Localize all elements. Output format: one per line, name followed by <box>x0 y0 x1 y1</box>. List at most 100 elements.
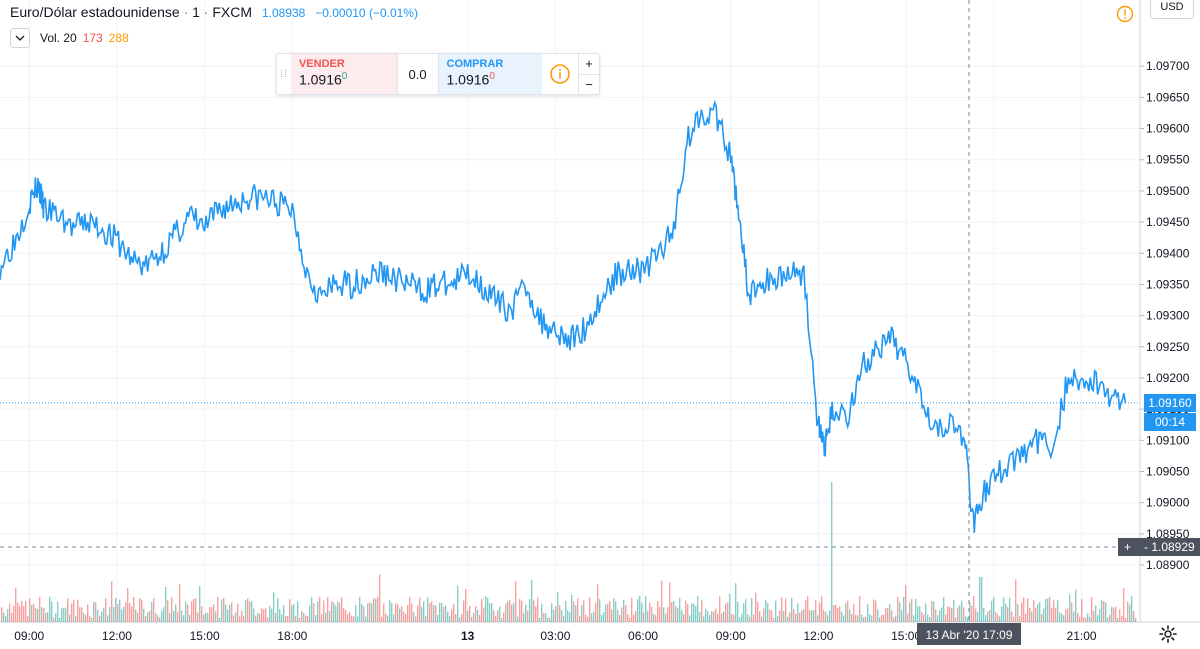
settings-gear-icon[interactable] <box>1158 624 1178 644</box>
volume-bar <box>519 598 521 622</box>
volume-bar <box>557 592 559 622</box>
volume-label[interactable]: Vol. 20 <box>40 31 77 45</box>
volume-bar <box>855 614 857 622</box>
volume-bar <box>259 613 261 622</box>
volume-bar <box>1047 598 1049 622</box>
volume-bar <box>373 598 375 622</box>
volume-bar <box>925 603 927 622</box>
increase-button[interactable]: + <box>579 54 599 75</box>
x-tick-label: 18:00 <box>277 629 307 643</box>
volume-bar <box>91 617 93 622</box>
volume-bar <box>41 607 43 622</box>
volume-bar <box>1055 607 1057 622</box>
volume-bar <box>911 598 913 622</box>
volume-bar <box>307 615 309 622</box>
chevron-down-icon[interactable] <box>10 28 30 48</box>
volume-bar <box>1087 613 1089 622</box>
volume-bar <box>213 604 215 622</box>
volume-bar <box>537 597 539 622</box>
alert-icon[interactable] <box>1116 5 1134 23</box>
volume-bar <box>579 616 581 622</box>
volume-bar <box>1007 606 1009 622</box>
volume-bar <box>739 617 741 622</box>
volume-bar <box>103 608 105 622</box>
volume-bar <box>115 597 117 622</box>
volume-bar <box>127 587 129 622</box>
volume-bar <box>361 604 363 622</box>
volume-bar <box>263 609 265 622</box>
info-icon[interactable] <box>542 54 578 94</box>
volume-bar <box>499 606 501 622</box>
interval-label[interactable]: 1 <box>192 4 200 20</box>
volume-bar <box>211 607 213 622</box>
volume-bar <box>675 605 677 622</box>
volume-bar <box>569 612 571 622</box>
decrease-button[interactable]: − <box>585 76 593 92</box>
volume-bar <box>17 602 19 622</box>
volume-bar <box>1041 613 1043 622</box>
volume-bar <box>29 598 31 622</box>
volume-bar <box>497 610 499 622</box>
volume-bar <box>323 600 325 622</box>
volume-bar <box>575 605 577 622</box>
volume-bar <box>113 607 115 622</box>
volume-bar <box>157 615 159 622</box>
drag-handle-icon[interactable]: ⁞⁞ <box>280 68 288 80</box>
volume-bar <box>987 611 989 622</box>
volume-bar <box>203 614 205 622</box>
volume-bar <box>327 597 329 622</box>
volume-bar <box>339 602 341 622</box>
volume-bar <box>993 597 995 622</box>
volume-bar <box>725 603 727 622</box>
symbol-name[interactable]: Euro/Dólar estadounidense <box>10 4 180 20</box>
volume-bar <box>703 616 705 622</box>
volume-bar <box>773 617 775 622</box>
sell-button[interactable]: VENDER 1.09160 <box>290 54 397 94</box>
volume-bar <box>811 610 813 622</box>
buy-button[interactable]: COMPRAR 1.09160 <box>438 54 543 94</box>
volume-bar <box>1013 616 1015 622</box>
volume-bar <box>669 582 671 622</box>
volume-bar <box>559 605 561 622</box>
volume-bar <box>357 616 359 622</box>
volume-bar <box>657 601 659 622</box>
volume-bar <box>385 613 387 622</box>
volume-bar <box>741 613 743 622</box>
volume-bar <box>25 600 27 622</box>
volume-bar <box>695 606 697 622</box>
volume-bar <box>589 597 591 622</box>
volume-bar <box>841 611 843 622</box>
volume-value-1: 173 <box>82 31 103 45</box>
volume-bar <box>785 598 787 622</box>
volume-bar <box>1063 615 1065 622</box>
volume-bar <box>309 605 311 622</box>
volume-bar <box>711 610 713 622</box>
volume-bar <box>289 599 291 622</box>
volume-bar <box>721 613 723 622</box>
volume-bar <box>941 607 943 622</box>
volume-bar <box>927 614 929 622</box>
volume-bar <box>381 616 383 622</box>
volume-bar <box>723 611 725 622</box>
volume-bar <box>783 611 785 622</box>
y-tick-label: 1.09200 <box>1146 371 1190 385</box>
volume-bar <box>77 599 79 622</box>
volume-bar <box>1035 607 1037 622</box>
volume-bar <box>337 601 339 622</box>
volume-bar <box>495 615 497 622</box>
volume-bar <box>155 613 157 622</box>
volume-bar <box>295 615 297 622</box>
volume-bar <box>983 607 985 622</box>
volume-bar <box>87 604 89 622</box>
volume-bar <box>533 600 535 622</box>
currency-label[interactable]: USD <box>1150 0 1194 19</box>
volume-bar <box>293 604 295 622</box>
volume-bar <box>935 609 937 622</box>
volume-bar <box>1011 611 1013 622</box>
volume-bar <box>431 601 433 622</box>
volume-bar <box>583 600 585 622</box>
y-tick-label: 1.09600 <box>1146 122 1190 136</box>
volume-bar <box>97 610 99 622</box>
